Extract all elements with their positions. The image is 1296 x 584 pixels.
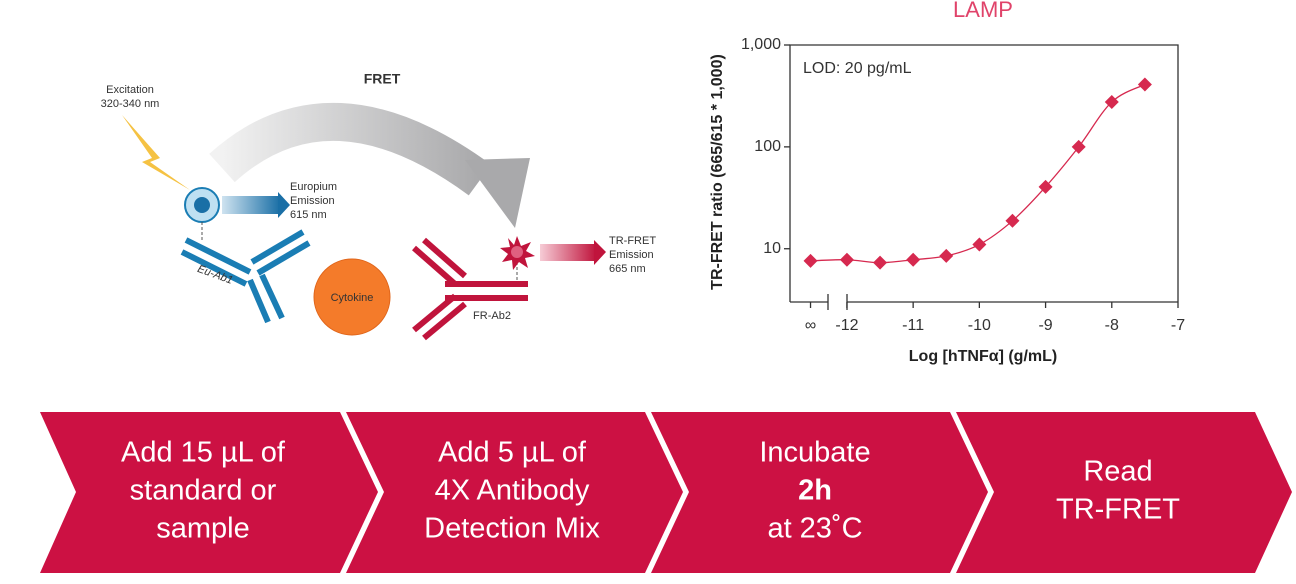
- tr-fret-text: 665 nm: [609, 263, 646, 275]
- cytokine-label: Cytokine: [331, 292, 374, 304]
- y-tick-label: 10: [763, 240, 781, 257]
- fret-arrow: [209, 102, 492, 196]
- point: [1104, 94, 1119, 109]
- step-text: sample: [156, 513, 250, 545]
- x-tick-label: -12: [835, 317, 858, 334]
- point: [1137, 77, 1152, 92]
- acceptor-core: [511, 246, 523, 258]
- fr-ab-label: FR-Ab2: [473, 310, 511, 322]
- fr-antibody: [412, 237, 528, 341]
- point: [1071, 139, 1086, 154]
- step-shape: [956, 412, 1292, 573]
- step-text: 4X Antibody: [435, 475, 590, 507]
- eu-emission-arrow: [222, 196, 280, 214]
- x-tick-label: -7: [1171, 317, 1185, 334]
- fr-emission-head: [594, 240, 606, 265]
- diagram: FRET Excitation 320-340 nm Europium Emis…: [101, 71, 656, 341]
- excitation-text: Excitation: [106, 84, 154, 96]
- step-text: Detection Mix: [424, 513, 600, 545]
- point: [1038, 179, 1053, 194]
- x-tick-label: -11: [902, 317, 924, 334]
- step-text: Incubate: [759, 437, 870, 469]
- fret-arrow-head: [465, 158, 530, 228]
- x-axis-label: Log [hTNFα] (g/mL): [909, 348, 1057, 365]
- point: [972, 237, 987, 252]
- point: [939, 248, 954, 263]
- step-texts: Add 15 µL of standard or sample Add 5 µL of…: [121, 437, 1180, 545]
- europium-core: [194, 197, 210, 213]
- cytokine: [313, 258, 391, 336]
- step-text: standard or: [130, 475, 277, 507]
- x-tick-label: -9: [1038, 317, 1052, 334]
- excitation-text: 320-340 nm: [101, 98, 160, 110]
- annotation: LOD: 20 pg/mL: [803, 60, 912, 77]
- point: [803, 253, 818, 268]
- tr-fret-text: TR-FRET: [609, 235, 656, 247]
- y-tick-label: 1,000: [741, 36, 781, 53]
- point: [1005, 213, 1020, 228]
- step-shape: [346, 412, 683, 573]
- europium-text: 615 nm: [290, 209, 327, 221]
- point: [906, 252, 921, 267]
- europium-text: Europium: [290, 181, 337, 193]
- step-shape: [651, 412, 988, 573]
- eu-antibody: [180, 229, 311, 324]
- x-tick-label: -10: [968, 317, 991, 334]
- step-text: 2h: [798, 475, 832, 507]
- eu-emission-head: [278, 192, 290, 218]
- axis-frame: [789, 44, 1179, 302]
- step-text: Add 5 µL of: [438, 437, 587, 469]
- step-text: Read: [1083, 456, 1152, 488]
- x-tick-label: -8: [1105, 317, 1119, 334]
- y-axis-label: TR-FRET ratio (665/615 * 1,000): [709, 54, 726, 290]
- chart: 1,000 100 10 ∞ -12 -11 -10 -9 -8 -7 LAMP LOD: 20 pg…: [709, 0, 1185, 365]
- point: [839, 252, 854, 267]
- chart-title: LAMP: [953, 0, 1013, 22]
- x-tick-label: ∞: [805, 317, 816, 334]
- lightning: [122, 115, 190, 190]
- tr-fret-text: Emission: [609, 249, 654, 261]
- step-text: TR-FRET: [1056, 494, 1180, 526]
- fr-emission-arrow: [540, 244, 596, 261]
- y-tick-label: 100: [754, 138, 781, 155]
- point: [873, 255, 888, 270]
- x-axis: [790, 294, 1178, 310]
- step-text: Add 15 µL of: [121, 437, 286, 469]
- steps: [40, 412, 1292, 573]
- europium-text: Emission: [290, 195, 335, 207]
- fit-line: [810, 83, 1146, 264]
- step-text: at 23˚C: [767, 513, 862, 545]
- fret-label: FRET: [364, 71, 401, 87]
- step-shape: [40, 412, 378, 573]
